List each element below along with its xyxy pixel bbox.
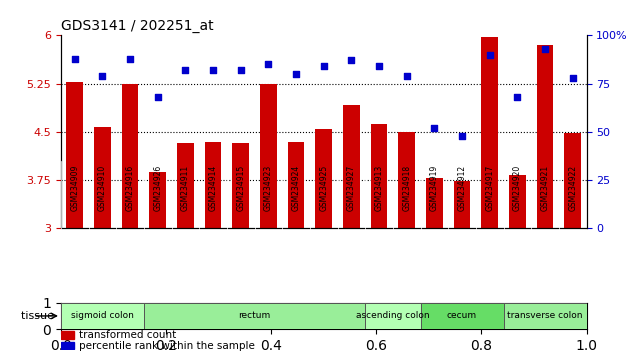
Point bbox=[540, 46, 550, 52]
Text: GSM234909: GSM234909 bbox=[71, 165, 79, 211]
Point bbox=[97, 73, 108, 79]
Bar bbox=[481, 37, 498, 228]
Bar bbox=[509, 175, 526, 228]
Text: GSM234919: GSM234919 bbox=[430, 165, 439, 211]
Bar bbox=[288, 142, 304, 228]
Point bbox=[70, 56, 80, 61]
Bar bbox=[122, 84, 138, 228]
Bar bbox=[420, 303, 504, 329]
Bar bbox=[233, 143, 249, 228]
Bar bbox=[343, 105, 360, 228]
Bar bbox=[370, 124, 387, 228]
Text: GSM234912: GSM234912 bbox=[458, 165, 467, 211]
Point bbox=[374, 63, 384, 69]
Point bbox=[125, 56, 135, 61]
Text: GSM234915: GSM234915 bbox=[237, 165, 246, 211]
Text: GSM234916: GSM234916 bbox=[126, 165, 135, 211]
Bar bbox=[67, 82, 83, 228]
Bar bbox=[144, 303, 365, 329]
Point bbox=[153, 94, 163, 100]
Bar bbox=[426, 178, 443, 228]
Point bbox=[457, 133, 467, 138]
Bar bbox=[204, 142, 221, 228]
Bar bbox=[149, 172, 166, 228]
Point bbox=[512, 94, 522, 100]
Bar bbox=[177, 143, 194, 228]
Text: GSM234918: GSM234918 bbox=[402, 165, 411, 211]
Point bbox=[485, 52, 495, 57]
Bar bbox=[454, 181, 470, 228]
Text: GSM234913: GSM234913 bbox=[374, 165, 383, 211]
Text: cecum: cecum bbox=[447, 312, 477, 320]
Text: transformed count: transformed count bbox=[79, 330, 176, 340]
Bar bbox=[61, 342, 74, 349]
Text: GSM234914: GSM234914 bbox=[208, 165, 217, 211]
Text: GSM234926: GSM234926 bbox=[153, 165, 162, 211]
Bar bbox=[61, 303, 144, 329]
Text: percentile rank within the sample: percentile rank within the sample bbox=[79, 341, 255, 351]
Text: GSM234923: GSM234923 bbox=[264, 165, 273, 211]
Text: GSM234921: GSM234921 bbox=[540, 165, 549, 211]
Bar bbox=[365, 303, 420, 329]
Point bbox=[319, 63, 329, 69]
Text: GSM234920: GSM234920 bbox=[513, 165, 522, 211]
Text: GSM234924: GSM234924 bbox=[292, 165, 301, 211]
Bar bbox=[94, 127, 111, 228]
Text: GSM234910: GSM234910 bbox=[98, 165, 107, 211]
Text: GSM234922: GSM234922 bbox=[568, 165, 577, 211]
Text: ascending colon: ascending colon bbox=[356, 312, 429, 320]
Bar bbox=[504, 303, 587, 329]
Text: GSM234911: GSM234911 bbox=[181, 165, 190, 211]
Point bbox=[180, 67, 190, 73]
Point bbox=[291, 71, 301, 77]
Point bbox=[567, 75, 578, 81]
Bar bbox=[399, 132, 415, 228]
Point bbox=[263, 62, 274, 67]
Point bbox=[429, 125, 440, 131]
Text: transverse colon: transverse colon bbox=[507, 312, 583, 320]
Point bbox=[208, 67, 218, 73]
Point bbox=[346, 58, 356, 63]
Bar bbox=[564, 133, 581, 228]
Text: GSM234927: GSM234927 bbox=[347, 165, 356, 211]
Bar bbox=[537, 45, 553, 228]
Point bbox=[401, 73, 412, 79]
Text: GSM234925: GSM234925 bbox=[319, 165, 328, 211]
Bar bbox=[260, 84, 277, 228]
Text: sigmoid colon: sigmoid colon bbox=[71, 312, 134, 320]
Text: rectum: rectum bbox=[238, 312, 271, 320]
Text: tissue: tissue bbox=[21, 311, 58, 321]
Bar bbox=[61, 331, 74, 339]
Text: GSM234917: GSM234917 bbox=[485, 165, 494, 211]
Point bbox=[236, 67, 246, 73]
Text: GDS3141 / 202251_at: GDS3141 / 202251_at bbox=[61, 19, 213, 33]
Bar bbox=[315, 129, 332, 228]
